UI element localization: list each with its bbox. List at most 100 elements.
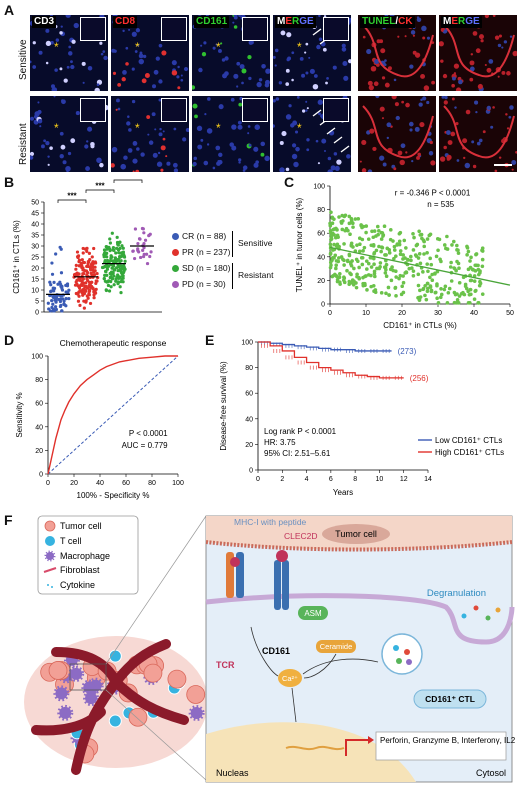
data-point [85,249,89,253]
data-point [381,234,385,238]
chart-e: 0 20 40 60 80 100 0 2 4 6 8 10 12 14 (273) Low CD161⁺ C… [219,340,504,498]
data-point [457,266,461,271]
tcr-label: TCR [216,660,235,670]
data-point [116,268,120,273]
data-point [333,253,338,258]
x-tick-label: 0 [328,310,332,317]
data-point [348,271,352,275]
data-point [50,272,55,276]
data-point [388,237,393,242]
data-point [82,287,86,291]
chart-title: Chemotherapeutic response [60,338,167,348]
data-point [366,261,371,266]
data-point [342,280,347,285]
y-tick-label: 40 [317,254,325,261]
data-point [94,279,98,283]
data-point [336,259,341,264]
data-point [330,216,335,220]
legend-t-cell: T cell [60,536,81,546]
macrophage [81,679,98,696]
svg-text:*: * [135,40,140,54]
data-point [139,255,143,260]
data-point [402,238,407,243]
y-tick-label: 60 [35,401,43,408]
data-point [46,301,50,305]
data-point [472,274,477,278]
x-tick-label: 50 [506,310,514,317]
data-point [452,290,457,295]
data-point [49,289,53,294]
micrograph-resistant-5 [358,96,436,172]
panel-label-c: C [284,174,295,190]
data-point [466,267,471,272]
data-point [114,266,119,270]
data-point [456,251,461,255]
channel-title-6: MERGE [441,16,482,28]
data-point [435,237,440,241]
data-point [349,263,354,268]
data-point [480,292,485,296]
legend-macrophage: Macrophage [60,551,110,561]
data-point [335,279,340,284]
data-point [439,292,444,297]
tumor-cell [48,661,68,680]
data-point [335,233,340,238]
zoom-inset [323,98,349,122]
data-point [452,239,456,244]
data-point [462,292,467,297]
data-point [411,248,416,252]
data-point [426,269,430,274]
data-point [90,255,94,259]
data-point [331,248,335,252]
data-point [445,234,449,239]
data-point [356,259,360,264]
data-point [106,259,110,264]
data-point [480,257,485,262]
cell-type-legend: Tumor cell T cell Macrophage Fibroblast … [37,515,139,595]
data-point [420,236,424,241]
data-point [435,283,439,288]
cd161-label: CD161 [262,646,290,656]
data-point [421,270,425,274]
data-point [50,305,54,310]
data-point [60,309,64,313]
data-point [385,246,390,251]
data-point [75,278,79,282]
data-point [337,275,342,280]
data-point [80,290,84,295]
cytokine-icon [47,584,49,586]
data-point [480,246,485,251]
data-point [136,247,140,251]
data-point [427,233,432,238]
data-point [386,285,391,290]
data-point [473,289,478,293]
data-point [357,236,362,241]
tumor-tissue-illustration [24,515,208,781]
data-point [411,269,416,273]
data-point [450,243,454,247]
legend-dot [172,265,179,272]
data-point [468,287,473,292]
data-point [338,272,342,276]
data-point [423,293,427,298]
data-point [112,283,116,287]
x-tick-label: 12 [400,476,408,483]
data-point [102,277,106,281]
x-tick-label: 40 [96,480,104,487]
data-point [354,281,358,285]
micrograph-sensitive-3: * [192,15,270,91]
data-point [347,253,352,258]
degranulation-label: Degranulation [427,588,486,599]
panel-label-f: F [4,512,13,528]
nucleus-label: Nucleas [216,768,249,778]
data-point [425,250,429,255]
data-point [474,252,478,257]
data-point [328,223,333,228]
data-point [357,275,361,280]
data-point [47,307,51,311]
data-point [105,255,109,259]
data-point [121,271,126,275]
cd161-ctl-badge [413,689,487,709]
data-point [333,235,338,240]
data-point [424,297,429,302]
